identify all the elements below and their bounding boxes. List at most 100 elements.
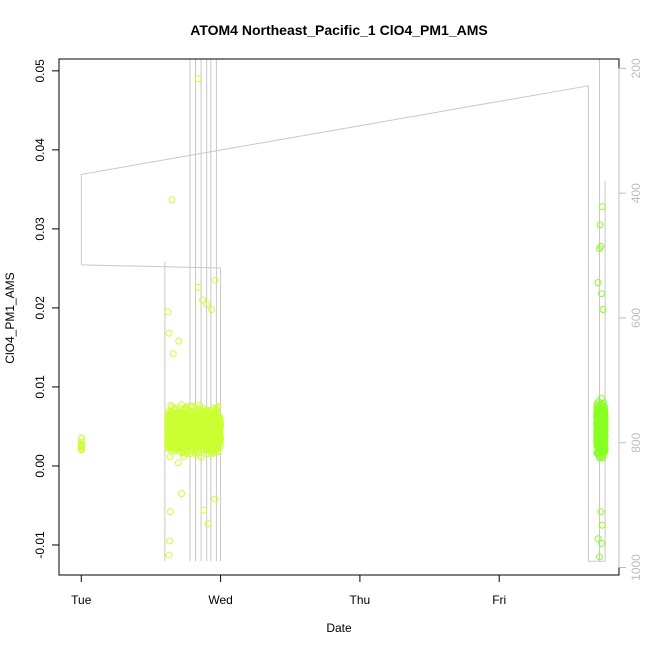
data-point	[203, 300, 211, 308]
data-point	[178, 490, 186, 498]
data-point	[200, 446, 208, 454]
data-point	[595, 441, 603, 449]
data-point	[204, 520, 212, 528]
data-point	[598, 203, 606, 211]
data-point	[202, 430, 210, 437]
y2-tick-label: 1000	[629, 554, 643, 581]
data-point	[175, 413, 183, 421]
data-point	[197, 453, 205, 461]
data-point	[180, 420, 188, 428]
data-point	[207, 447, 215, 455]
data-point	[199, 296, 206, 304]
data-point	[77, 441, 85, 449]
x-axis: Tue Wed Thu Fri	[71, 574, 506, 607]
data-point	[171, 430, 179, 438]
data-point	[596, 221, 604, 229]
y-axis-label: ClO4_PM1_AMS	[3, 272, 17, 363]
data-point	[211, 427, 219, 435]
data-point	[594, 450, 602, 457]
data-point	[188, 429, 196, 437]
y-tick-label: 0.05	[33, 59, 47, 83]
y-tick-label: 0.02	[33, 296, 47, 320]
data-point	[199, 430, 207, 438]
data-point	[204, 438, 212, 446]
data-point	[594, 535, 602, 543]
data-point	[166, 537, 174, 545]
altitude-segment	[81, 264, 222, 562]
data-point	[195, 408, 203, 416]
data-points	[77, 75, 609, 561]
data-point	[195, 439, 203, 447]
data-point	[213, 406, 221, 414]
y-axis-left: -0.01 0.00 0.01 0.02 0.03 0.04 0.05	[33, 59, 60, 559]
data-point	[177, 443, 185, 451]
data-point	[186, 447, 193, 455]
altitude-trace	[80, 59, 606, 562]
data-point	[596, 454, 603, 462]
data-point	[194, 283, 202, 291]
data-point	[598, 290, 606, 298]
chart-title: ATOM4 Northeast_Pacific_1 ClO4_PM1_AMS	[190, 22, 487, 38]
data-point	[198, 409, 206, 417]
x-tick-label: Tue	[71, 593, 92, 607]
data-point	[216, 428, 223, 436]
data-point	[214, 448, 222, 456]
data-point	[165, 408, 173, 416]
data-point	[183, 403, 191, 411]
y2-tick-label: 600	[629, 308, 643, 328]
data-point	[190, 414, 198, 422]
data-point	[598, 521, 606, 529]
data-point	[165, 551, 173, 559]
data-point	[77, 446, 85, 454]
x-tick-label: Thu	[350, 593, 371, 607]
data-point	[594, 418, 602, 426]
data-point	[214, 445, 222, 453]
data-point	[599, 436, 607, 444]
data-point	[171, 406, 179, 414]
x-axis-label: Date	[326, 621, 352, 635]
y2-tick-label: 800	[629, 432, 643, 452]
data-point	[167, 401, 175, 409]
data-point	[200, 413, 208, 421]
data-point	[600, 416, 608, 424]
data-point	[594, 279, 602, 287]
data-point	[194, 446, 201, 454]
data-point	[599, 306, 607, 313]
data-point	[169, 350, 177, 358]
altitude-segment	[80, 59, 606, 562]
data-point	[78, 434, 85, 442]
y2-tick-label: 400	[629, 183, 643, 203]
data-point	[189, 422, 197, 430]
data-point	[171, 422, 179, 429]
y-tick-label: 0.01	[33, 375, 47, 399]
data-point	[194, 75, 202, 83]
data-point	[211, 495, 219, 503]
data-point	[211, 276, 219, 284]
data-point	[183, 436, 191, 444]
data-point	[175, 436, 183, 444]
y-tick-label: 0.00	[33, 454, 47, 478]
data-point	[168, 196, 176, 204]
data-point	[596, 553, 603, 561]
data-point	[598, 454, 606, 462]
data-point	[187, 403, 195, 411]
data-point	[178, 432, 186, 440]
data-point	[596, 427, 604, 435]
y-tick-label: -0.01	[33, 531, 47, 559]
data-point	[598, 402, 606, 410]
data-point	[165, 329, 173, 337]
data-point	[597, 242, 605, 250]
data-point	[174, 459, 182, 467]
data-point	[164, 308, 172, 316]
plot-frame	[58, 58, 620, 576]
y-tick-label: 0.04	[33, 138, 47, 162]
data-point	[167, 420, 175, 428]
data-point	[178, 429, 186, 437]
data-point	[78, 438, 85, 446]
data-point	[175, 337, 183, 345]
x-tick-label: Fri	[492, 593, 506, 607]
data-point	[597, 428, 605, 436]
data-point	[170, 421, 178, 428]
data-point	[166, 453, 174, 461]
data-point	[215, 419, 222, 427]
